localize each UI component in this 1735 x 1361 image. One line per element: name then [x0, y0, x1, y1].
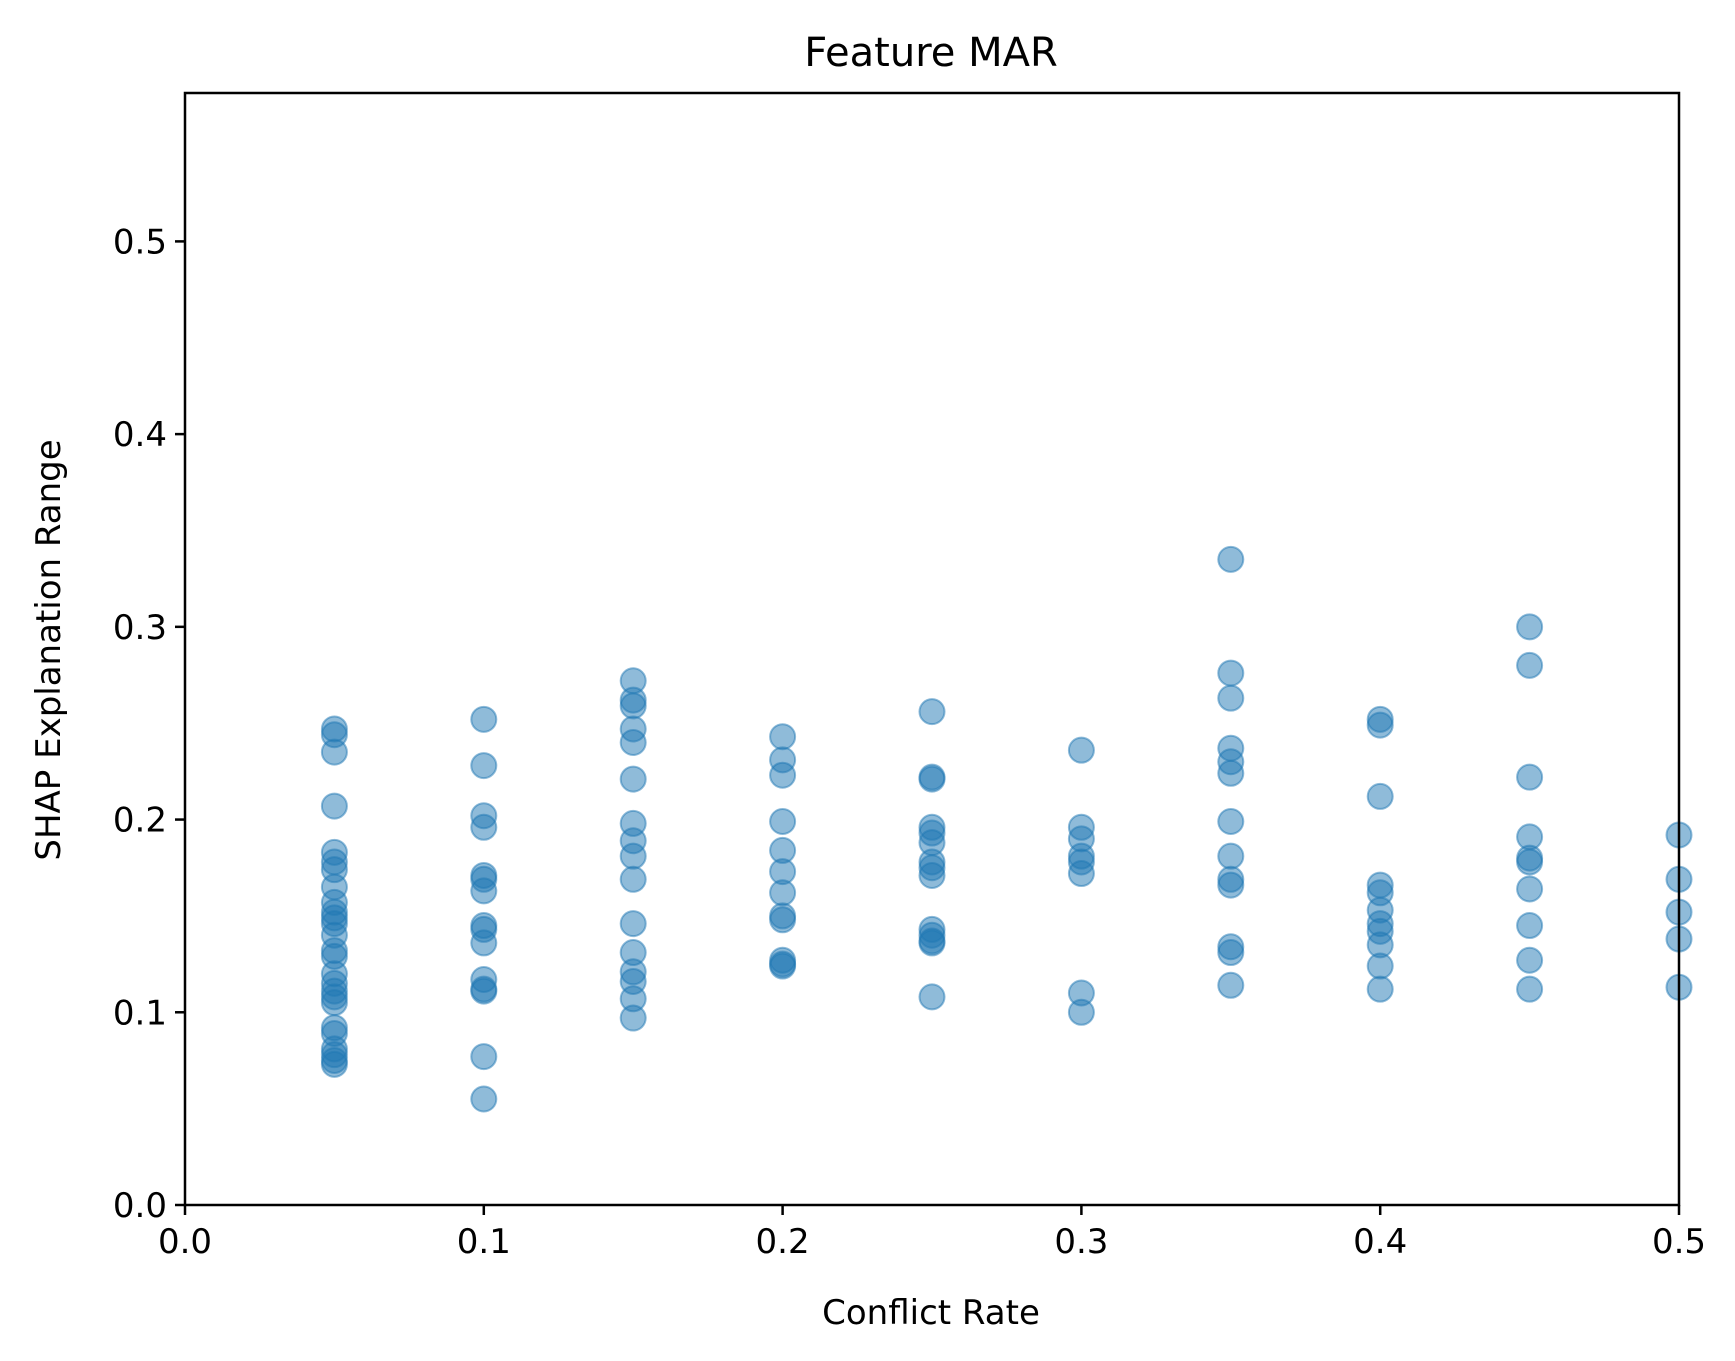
data-point	[470, 752, 498, 780]
axes-layer: 0.0 0.1 0.2 0.3 0.4 0.5 0.0 0.1 0.2 0.3 0.4 0.5	[113, 91, 1706, 1262]
data-point	[1366, 975, 1394, 1003]
y-tick-label: 0.4	[113, 415, 167, 455]
y-tick-label: 0.5	[113, 222, 167, 262]
data-point	[320, 1050, 348, 1078]
data-point	[470, 929, 498, 957]
y-tick-label: 0.2	[113, 801, 167, 841]
data-point	[619, 842, 647, 870]
x-tick-label: 0.5	[1652, 1222, 1706, 1262]
data-point	[918, 861, 946, 889]
x-tick-label: 0.1	[457, 1222, 511, 1262]
data-point	[918, 983, 946, 1011]
data-point	[470, 705, 498, 733]
x-tick-label: 0.0	[158, 1222, 212, 1262]
data-point	[769, 906, 797, 934]
data-point	[1366, 952, 1394, 980]
y-tick-label: 0.0	[113, 1186, 167, 1226]
data-point	[1217, 807, 1245, 835]
data-point	[918, 698, 946, 726]
data-point	[1217, 871, 1245, 899]
data-point	[1217, 545, 1245, 573]
data-point	[1516, 763, 1544, 791]
data-point	[1516, 912, 1544, 940]
data-point	[619, 910, 647, 938]
data-point	[1516, 875, 1544, 903]
data-point	[1067, 860, 1095, 888]
data-point	[1217, 684, 1245, 712]
data-point	[619, 1004, 647, 1032]
points-layer	[320, 545, 1693, 1113]
data-point	[918, 765, 946, 793]
y-axis-title: SHAP Explanation Range	[29, 439, 69, 860]
y-tick-label: 0.3	[113, 608, 167, 648]
data-point	[769, 723, 797, 751]
data-point	[769, 761, 797, 789]
data-point	[1067, 998, 1095, 1026]
data-point	[470, 977, 498, 1005]
data-point	[1516, 613, 1544, 641]
data-point	[918, 929, 946, 957]
data-point	[1516, 946, 1544, 974]
data-point	[619, 765, 647, 793]
plot-frame	[183, 91, 1681, 1207]
data-point	[470, 813, 498, 841]
data-point	[470, 1085, 498, 1113]
data-point	[1516, 848, 1544, 876]
x-tick-label: 0.2	[756, 1222, 810, 1262]
data-point	[320, 738, 348, 766]
data-point	[619, 865, 647, 893]
data-point	[1217, 939, 1245, 967]
data-point	[769, 807, 797, 835]
data-point	[320, 989, 348, 1017]
x-tick-label: 0.3	[1054, 1222, 1108, 1262]
data-point	[470, 877, 498, 905]
data-point	[1217, 659, 1245, 687]
x-axis-title: Conflict Rate	[822, 1293, 1040, 1333]
data-point	[1366, 711, 1394, 739]
y-tick-label: 0.1	[113, 993, 167, 1033]
data-point	[619, 728, 647, 756]
data-point	[1366, 782, 1394, 810]
data-point	[320, 792, 348, 820]
data-point	[1516, 975, 1544, 1003]
data-point	[1217, 842, 1245, 870]
data-point	[769, 952, 797, 980]
data-point	[1217, 759, 1245, 787]
data-point	[1067, 736, 1095, 764]
data-point	[1516, 651, 1544, 679]
data-point	[769, 879, 797, 907]
data-point	[619, 692, 647, 720]
data-point	[1217, 971, 1245, 999]
x-tick-label: 0.4	[1353, 1222, 1407, 1262]
data-point	[470, 1043, 498, 1071]
chart-title: Feature MAR	[804, 30, 1058, 76]
